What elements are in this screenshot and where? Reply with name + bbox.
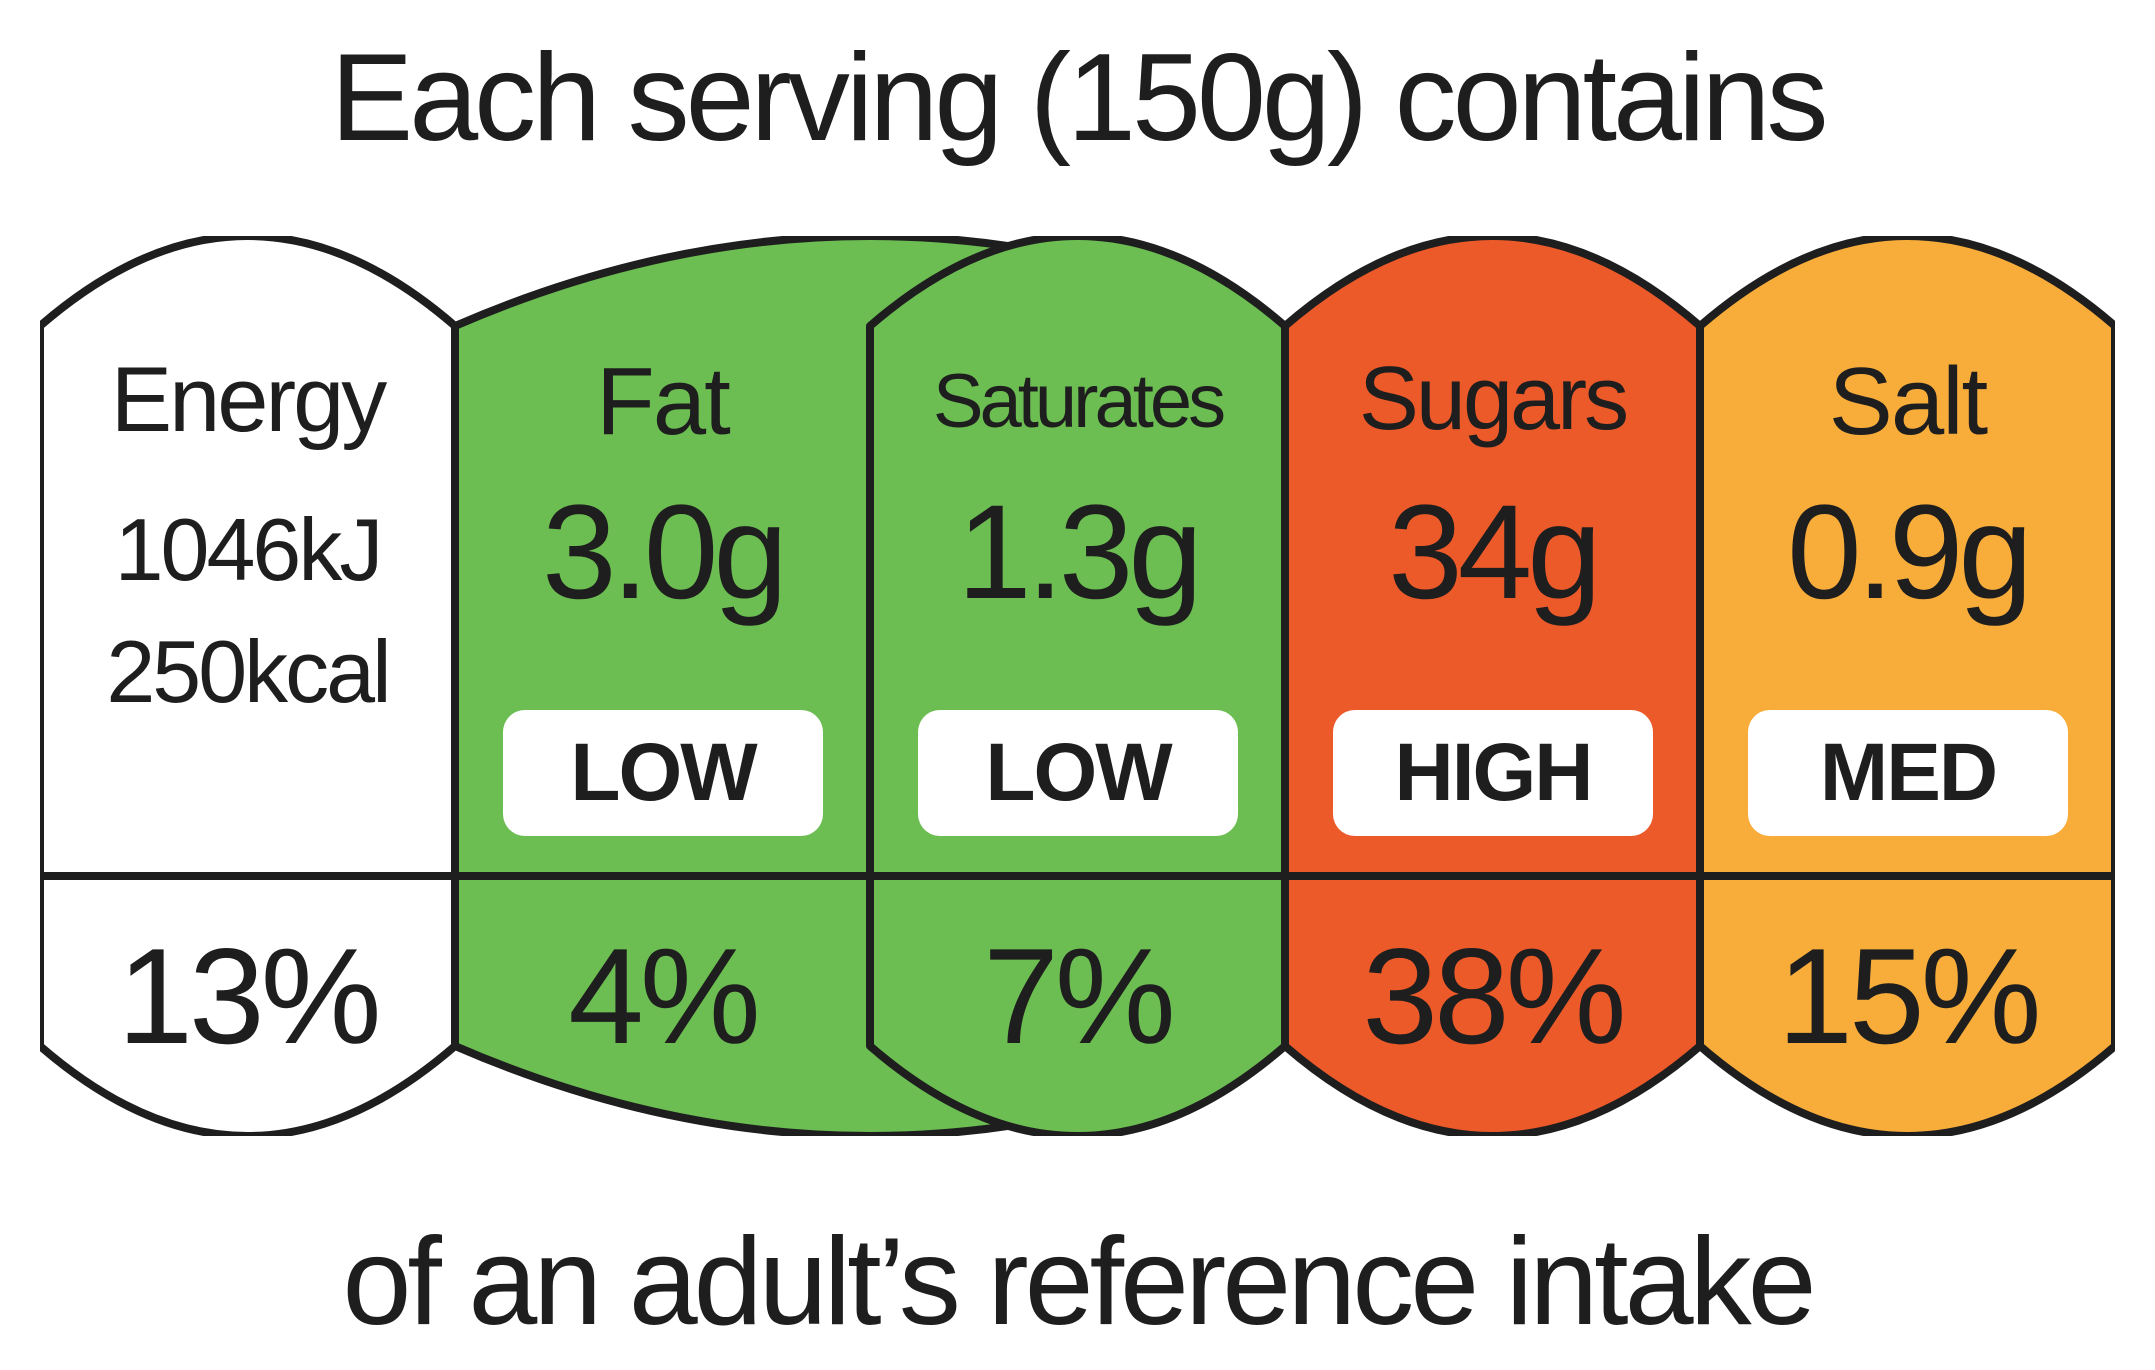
energy-panel: Energy 1046kJ 250kcal 13%	[40, 236, 455, 1136]
fat-label: Fat	[596, 348, 731, 455]
serving-headline: Each serving (150g) contains	[330, 29, 1828, 167]
fat-percent: 4%	[568, 920, 761, 1072]
sugars-percent: 38%	[1362, 920, 1626, 1072]
saturates-level-badge: LOW	[918, 710, 1238, 836]
saturates-panel: Saturates 1.3g LOW 7%	[870, 236, 1285, 1136]
salt-amount: 0.9g	[1787, 478, 2033, 627]
energy-label: Energy	[110, 349, 388, 451]
salt-label: Salt	[1828, 348, 1988, 455]
salt-panel-shape	[1696, 236, 2115, 1136]
nutrition-label: Energy 1046kJ 250kcal 13% Fat 3.0g LOW 4…	[40, 236, 2115, 1136]
sugars-amount: 34g	[1388, 478, 1602, 627]
sugars-panel: Sugars 34g HIGH 38%	[1285, 236, 1700, 1136]
fat-level-badge: LOW	[503, 710, 823, 836]
sugars-label: Sugars	[1358, 349, 1629, 449]
energy-kj: 1046kJ	[114, 500, 384, 599]
energy-kcal: 250kcal	[106, 622, 391, 721]
salt-percent: 15%	[1777, 920, 2041, 1072]
fat-panel: Fat 3.0g LOW 4%	[455, 236, 870, 1136]
reference-intake-footer: of an adult’s reference intake	[342, 1213, 1816, 1351]
saturates-percent: 7%	[983, 920, 1176, 1072]
label-shapes	[40, 236, 2115, 1136]
salt-level-badge: MED	[1748, 710, 2068, 836]
salt-panel: Salt 0.9g MED 15%	[1700, 236, 2115, 1136]
sugars-level-badge: HIGH	[1333, 710, 1653, 836]
saturates-label: Saturates	[932, 359, 1226, 444]
fat-amount: 3.0g	[542, 478, 788, 627]
energy-percent: 13%	[117, 920, 381, 1072]
saturates-amount: 1.3g	[957, 478, 1203, 627]
